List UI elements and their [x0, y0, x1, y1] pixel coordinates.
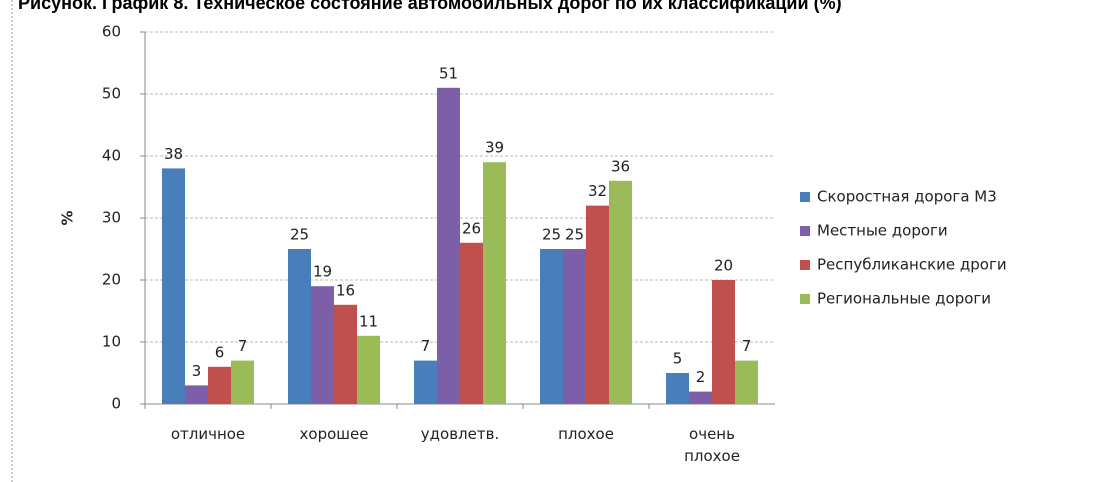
- bar: [483, 162, 506, 404]
- bar: [609, 180, 632, 404]
- bar: [540, 249, 563, 404]
- data-label: 7: [742, 337, 752, 355]
- data-label: 38: [164, 145, 183, 163]
- y-tick-label: 10: [102, 333, 121, 351]
- bar: [563, 249, 586, 404]
- data-label: 7: [238, 337, 248, 355]
- legend-swatch: [800, 294, 810, 304]
- legend-label: Местные дороги: [817, 222, 948, 240]
- bar: [185, 385, 208, 404]
- bar: [334, 304, 357, 404]
- y-tick-label: 60: [102, 23, 121, 41]
- data-label: 36: [611, 157, 630, 175]
- x-tick-label: очень плохое: [684, 425, 740, 465]
- bar: [288, 249, 311, 404]
- data-label: 25: [542, 226, 561, 244]
- y-tick-label: 0: [111, 395, 121, 413]
- bar: [357, 335, 380, 404]
- data-label: 26: [462, 219, 481, 237]
- data-label: 32: [588, 182, 607, 200]
- bar: [712, 280, 735, 404]
- legend-label: Республиканские дроги: [817, 256, 1007, 274]
- data-label: 19: [313, 263, 332, 281]
- bar: [437, 87, 460, 405]
- data-label: 20: [714, 257, 733, 275]
- data-label: 39: [485, 139, 504, 157]
- bar: [735, 360, 758, 404]
- chart-title: Рисунок. График 8. Техническое состояние…: [18, 0, 842, 13]
- x-tick-label: отличное: [171, 425, 245, 443]
- bar: [666, 373, 689, 404]
- data-label: 2: [696, 368, 706, 386]
- legend-label: Региональные дороги: [817, 290, 991, 308]
- data-label: 25: [290, 226, 309, 244]
- data-label: 51: [439, 64, 458, 82]
- bar: [414, 360, 437, 404]
- y-tick-label: 30: [102, 209, 121, 227]
- legend-swatch: [800, 226, 810, 236]
- y-tick-label: 40: [102, 147, 121, 165]
- bar: [689, 391, 712, 404]
- bar: [460, 242, 483, 404]
- legend-swatch: [800, 260, 810, 270]
- x-tick-label: хорошее: [300, 425, 369, 443]
- x-tick-label: удовлетв.: [421, 425, 499, 443]
- y-axis-label: %: [59, 210, 77, 225]
- data-label: 7: [421, 337, 431, 355]
- y-tick-label: 50: [102, 85, 121, 103]
- bar: [162, 168, 185, 404]
- legend-label: Скоростная дорога М3: [817, 188, 997, 206]
- data-label: 6: [215, 343, 225, 361]
- x-tick-label: плохое: [558, 425, 614, 443]
- data-label: 25: [565, 226, 584, 244]
- bar: [231, 360, 254, 404]
- data-label: 5: [673, 350, 683, 368]
- bar: [586, 205, 609, 404]
- y-tick-label: 20: [102, 271, 121, 289]
- bar: [311, 286, 334, 404]
- data-label: 16: [336, 281, 355, 299]
- data-label: 3: [192, 362, 202, 380]
- bar: [208, 366, 231, 404]
- legend-swatch: [800, 192, 810, 202]
- data-label: 11: [359, 312, 378, 330]
